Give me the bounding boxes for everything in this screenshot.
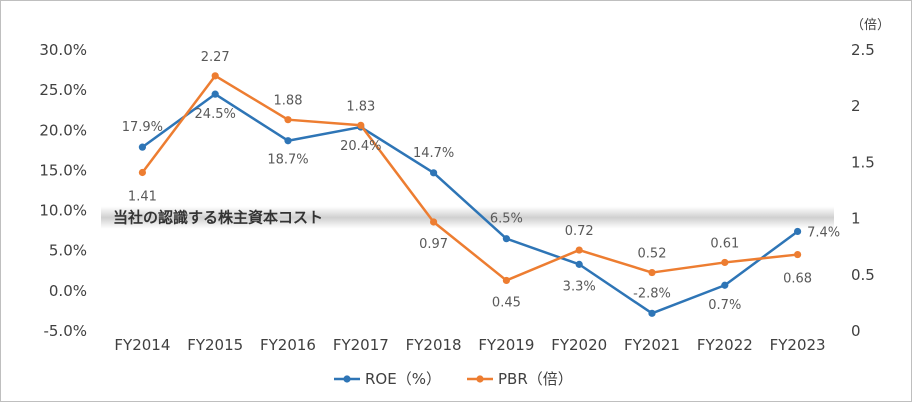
- data-label-pbr: 0.72: [565, 224, 594, 239]
- y-left-tick-label: 5.0%: [49, 242, 87, 260]
- x-tick-label: FY2020: [551, 336, 607, 354]
- y-left-tick-label: -5.0%: [43, 322, 87, 340]
- x-tick-label: FY2019: [478, 336, 534, 354]
- data-label-pbr: 2.27: [201, 50, 230, 65]
- data-label-pbr: 0.52: [638, 247, 667, 262]
- data-label-roe: 14.7%: [413, 146, 454, 161]
- data-label-pbr: 0.68: [783, 272, 812, 287]
- y-left-tick-label: 15.0%: [39, 161, 87, 179]
- data-point-roe: [502, 235, 510, 243]
- cost-of-equity-band-label: 当社の認識する株主資本コスト: [113, 209, 323, 227]
- data-point-pbr: [575, 246, 583, 254]
- data-label-roe: 0.7%: [708, 298, 741, 313]
- legend-label-pbr: PBR（倍）: [498, 370, 573, 388]
- data-label-pbr: 0.61: [710, 236, 739, 251]
- y-right-tick-label: 1.5: [851, 153, 875, 171]
- data-label-pbr: 1.88: [274, 94, 303, 109]
- data-point-pbr: [138, 168, 146, 177]
- data-point-pbr: [502, 276, 510, 285]
- data-point-pbr: [648, 268, 656, 277]
- data-label-roe: 7.4%: [807, 225, 840, 240]
- y-right-tick-label: 0: [851, 322, 861, 340]
- data-point-pbr: [284, 116, 292, 124]
- data-point-pbr: [794, 250, 802, 259]
- data-label-roe: -2.8%: [633, 286, 671, 301]
- series-line-roe: [141, 92, 799, 315]
- x-tick-label: FY2022: [697, 336, 753, 354]
- y-right-tick-label: 2.5: [851, 41, 875, 59]
- x-tick-label: FY2023: [770, 336, 826, 354]
- x-tick-label: FY2016: [260, 336, 316, 354]
- y-left-tick-label: 25.0%: [39, 81, 87, 99]
- data-point-roe: [648, 309, 656, 317]
- data-point-roe: [575, 260, 583, 268]
- data-label-pbr: 1.83: [346, 99, 375, 114]
- data-label-pbr: 0.45: [492, 295, 521, 310]
- data-label-pbr: 0.97: [419, 237, 448, 252]
- data-point-roe: [430, 169, 438, 177]
- x-tick-label: FY2018: [406, 336, 462, 354]
- cost-of-equity-band: [101, 206, 834, 229]
- data-point-roe: [284, 137, 292, 145]
- y-right-tick-label: 2: [851, 97, 861, 115]
- y-right-tick-label: 1: [851, 210, 861, 228]
- data-point-pbr: [721, 258, 729, 267]
- data-point-pbr: [211, 72, 219, 80]
- data-label-roe: 20.4%: [340, 139, 381, 154]
- legend-marker-pbr: [476, 375, 484, 383]
- x-tick-label: FY2017: [333, 336, 389, 354]
- data-point-roe: [211, 90, 219, 98]
- data-point-pbr: [430, 218, 438, 226]
- y-right-tick-label: 0.5: [851, 266, 875, 284]
- legend-marker-roe: [343, 375, 351, 383]
- x-tick-label: FY2015: [187, 336, 243, 354]
- data-label-roe: 6.5%: [490, 212, 523, 227]
- y-left-tick-label: 10.0%: [39, 202, 87, 220]
- x-tick-label: FY2014: [114, 336, 170, 354]
- data-label-roe: 18.7%: [267, 153, 308, 168]
- y-left-tick-label: 30.0%: [39, 41, 87, 59]
- series-line-pbr: [141, 74, 798, 282]
- data-point-roe: [138, 143, 146, 151]
- x-tick-label: FY2021: [624, 336, 680, 354]
- data-label-roe: 17.9%: [122, 120, 163, 135]
- data-point-pbr: [357, 121, 365, 129]
- data-point-roe: [794, 227, 802, 236]
- legend-label-roe: ROE（%）: [365, 370, 441, 388]
- y-left-tick-label: 20.0%: [39, 121, 87, 139]
- data-label-roe: 24.5%: [195, 107, 236, 122]
- data-label-roe: 3.3%: [563, 279, 596, 294]
- data-point-roe: [721, 281, 729, 289]
- y-left-tick-label: 0.0%: [49, 282, 87, 300]
- data-label-pbr: 1.41: [128, 190, 157, 205]
- y-right-unit-label: （倍）: [851, 18, 890, 33]
